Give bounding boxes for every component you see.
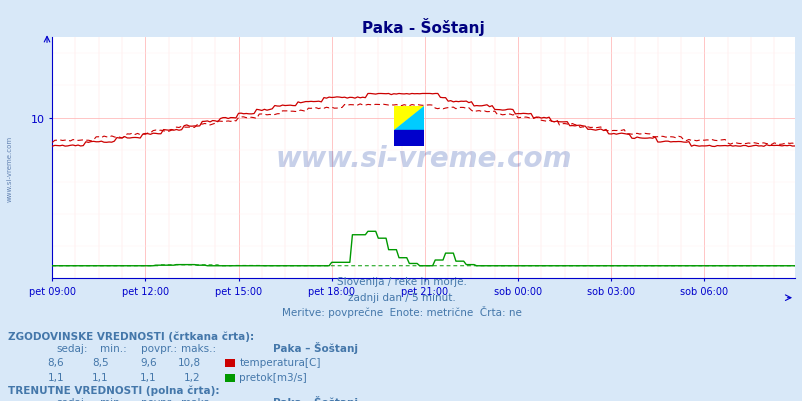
Text: maks.:: maks.: xyxy=(180,343,216,353)
Text: pretok[m3/s]: pretok[m3/s] xyxy=(239,372,306,382)
Text: 8,6: 8,6 xyxy=(47,358,64,368)
Text: 1,1: 1,1 xyxy=(140,372,156,382)
Text: 1,1: 1,1 xyxy=(91,372,108,382)
Text: sedaj:: sedaj: xyxy=(56,397,87,401)
Text: 8,5: 8,5 xyxy=(91,358,108,368)
Text: 9,6: 9,6 xyxy=(140,358,156,368)
Title: Paka - Šoštanj: Paka - Šoštanj xyxy=(362,18,484,36)
Text: Slovenija / reke in morje.: Slovenija / reke in morje. xyxy=(336,277,466,287)
Polygon shape xyxy=(393,106,423,130)
Text: temperatura[C]: temperatura[C] xyxy=(239,358,320,368)
Text: ZGODOVINSKE VREDNOSTI (črtkana črta):: ZGODOVINSKE VREDNOSTI (črtkana črta): xyxy=(8,330,254,341)
Text: min.:: min.: xyxy=(100,343,127,353)
Text: Paka – Šoštanj: Paka – Šoštanj xyxy=(273,341,358,353)
Text: povpr.:: povpr.: xyxy=(140,343,176,353)
Text: www.si-vreme.com: www.si-vreme.com xyxy=(275,144,571,172)
Text: www.si-vreme.com: www.si-vreme.com xyxy=(6,136,12,201)
Text: 1,1: 1,1 xyxy=(47,372,64,382)
Text: maks.:: maks.: xyxy=(180,397,216,401)
Text: TRENUTNE VREDNOSTI (polna črta):: TRENUTNE VREDNOSTI (polna črta): xyxy=(8,385,219,395)
Polygon shape xyxy=(393,130,423,146)
Text: zadnji dan / 5 minut.: zadnji dan / 5 minut. xyxy=(347,292,455,302)
Text: min.:: min.: xyxy=(100,397,127,401)
Text: 1,2: 1,2 xyxy=(184,372,200,382)
Text: Paka – Šoštanj: Paka – Šoštanj xyxy=(273,395,358,401)
Text: povpr.:: povpr.: xyxy=(140,397,176,401)
Text: sedaj:: sedaj: xyxy=(56,343,87,353)
Text: 10,8: 10,8 xyxy=(177,358,200,368)
Text: Meritve: povprečne  Enote: metrične  Črta: ne: Meritve: povprečne Enote: metrične Črta:… xyxy=(282,305,520,317)
Polygon shape xyxy=(393,106,423,130)
